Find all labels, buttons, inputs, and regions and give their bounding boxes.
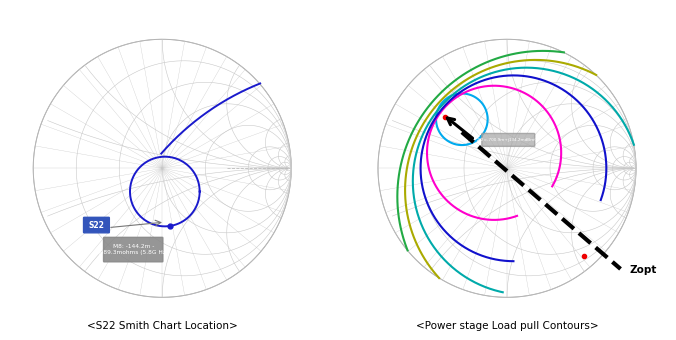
FancyBboxPatch shape xyxy=(84,217,110,233)
Text: S22: S22 xyxy=(89,221,104,230)
Text: <Power stage Load pull Contours>: <Power stage Load pull Contours> xyxy=(416,321,598,330)
FancyBboxPatch shape xyxy=(482,134,535,146)
Text: M8: -144.2m -
j489.3mohms (5.8G Hz): M8: -144.2m - j489.3mohms (5.8G Hz) xyxy=(98,244,168,255)
Text: Zopt: Zopt xyxy=(629,265,657,275)
FancyBboxPatch shape xyxy=(103,237,163,262)
Text: Zs2=-700.9m+j134.2mdBm(J): Zs2=-700.9m+j134.2mdBm(J) xyxy=(477,138,539,142)
Text: <S22 Smith Chart Location>: <S22 Smith Chart Location> xyxy=(87,321,238,330)
